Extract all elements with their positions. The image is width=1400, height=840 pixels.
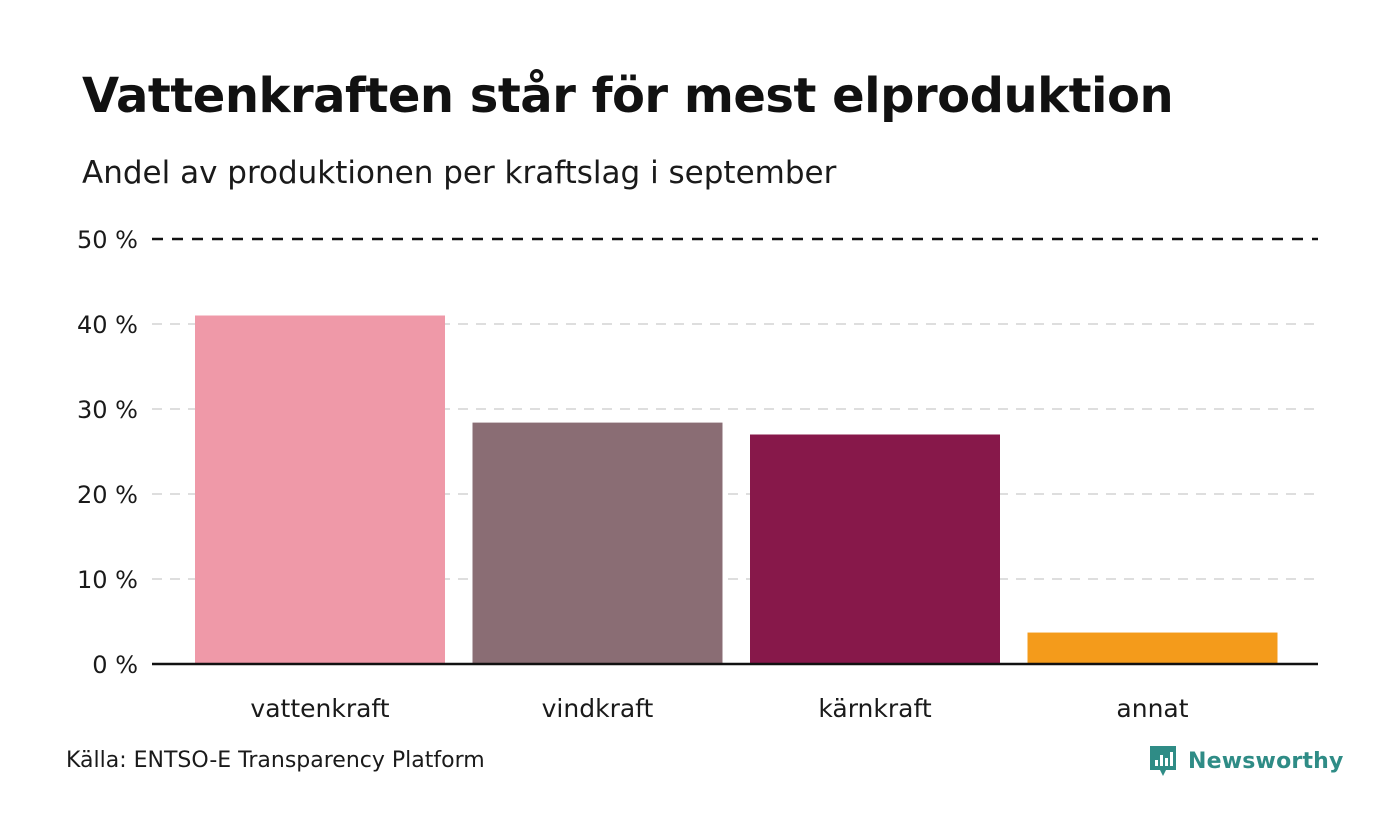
brand-logo: Newsworthy [1148, 744, 1344, 778]
chart-subtitle: Andel av produktionen per kraftslag i se… [82, 155, 837, 191]
x-tick-label: annat [1116, 694, 1188, 723]
brand-name: Newsworthy [1188, 748, 1344, 774]
bar-vindkraft [472, 422, 723, 664]
x-tick-label: vindkraft [542, 694, 654, 723]
bar-vattenkraft [195, 315, 445, 664]
newsworthy-logo-icon [1150, 746, 1176, 776]
bar-annat [1027, 632, 1278, 664]
y-tick-label: 50 % [77, 226, 138, 254]
bar-kärnkraft [750, 434, 1000, 664]
y-tick-label: 30 % [77, 396, 138, 424]
x-tick-label: kärnkraft [818, 694, 931, 723]
y-tick-label: 40 % [77, 311, 138, 339]
y-tick-label: 0 % [92, 651, 138, 679]
source-note: Källa: ENTSO-E Transparency Platform [66, 748, 485, 773]
chart-title: Vattenkraften står för mest elproduktion [82, 68, 1174, 124]
x-tick-label: vattenkraft [250, 694, 389, 723]
y-tick-label: 10 % [77, 566, 138, 594]
y-tick-label: 20 % [77, 481, 138, 509]
